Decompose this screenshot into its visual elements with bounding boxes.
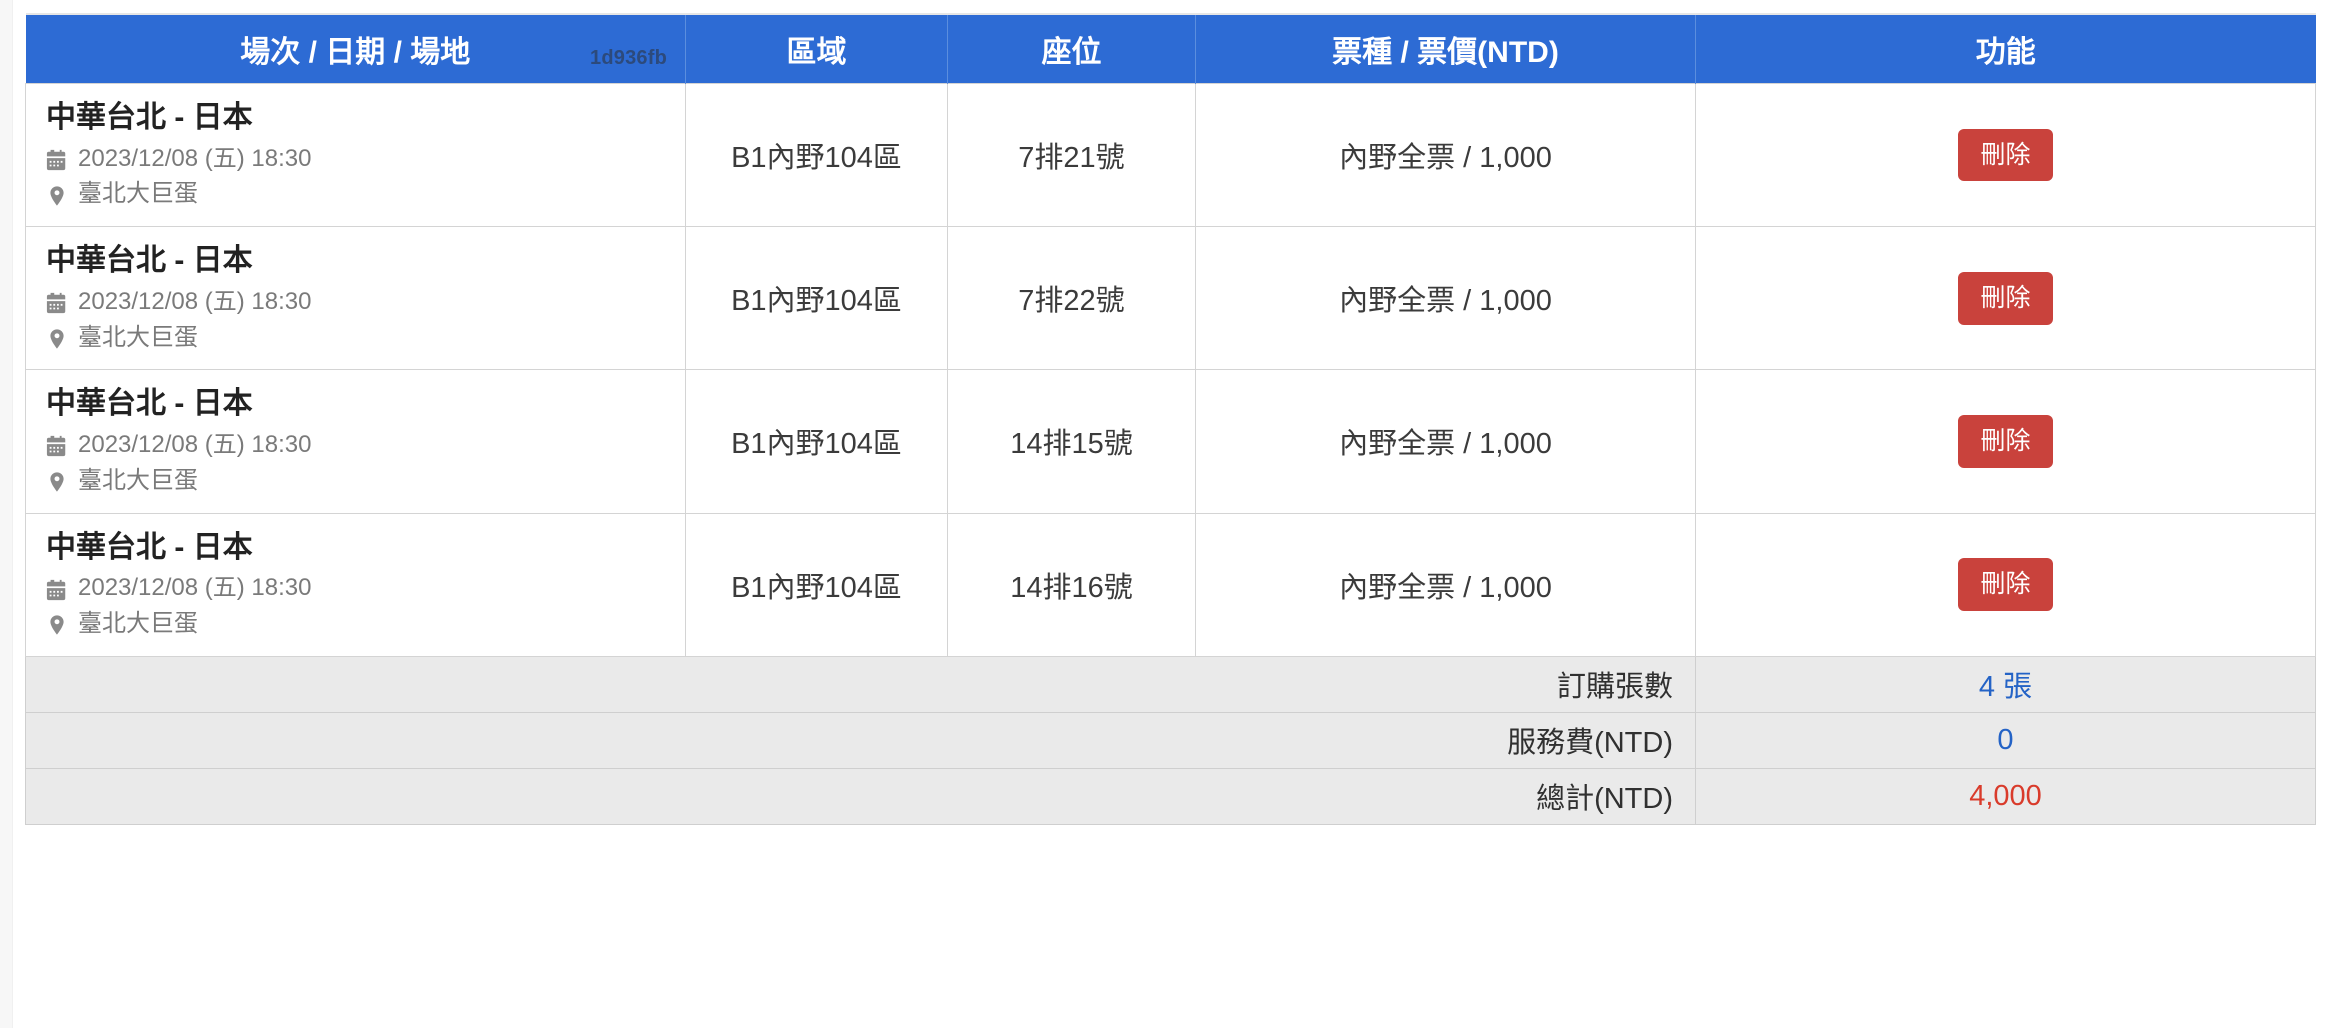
table-header-row: 場次 / 日期 / 場地 1d936fb 區域 座位 票種 / 票價(NTD) … — [25, 13, 2316, 84]
table-row: 中華台北 - 日本 2023/12/08 (五) 18:30 — [25, 512, 2316, 657]
cell-seat: 14排16號 — [947, 512, 1196, 657]
summary-row-total: 總計(NTD) 4,000 — [25, 767, 2316, 825]
session-venue-line: 臺北大巨蛋 — [46, 464, 685, 499]
session-date: 2023/12/08 (五) 18:30 — [78, 430, 312, 458]
cell-actions: 刪除 — [1695, 82, 2316, 228]
cell-ticket: 內野全票 / 1,000 — [1195, 226, 1696, 371]
cell-area: B1內野104區 — [685, 512, 948, 657]
column-header-session-label: 場次 / 日期 / 場地 — [240, 36, 471, 69]
cell-actions: 刪除 — [1695, 369, 2316, 514]
cell-area: B1內野104區 — [685, 369, 948, 514]
cell-ticket: 內野全票 / 1,000 — [1195, 512, 1696, 657]
map-pin-icon — [46, 185, 68, 207]
summary-label: 總計(NTD) — [25, 767, 1696, 825]
table-row: 中華台北 - 日本 2023/12/08 (五) 18:30 — [25, 369, 2316, 514]
delete-button[interactable]: 刪除 — [1958, 558, 2053, 612]
map-pin-icon — [46, 614, 68, 636]
summary-label: 訂購張數 — [25, 655, 1696, 713]
calendar-icon — [46, 292, 68, 314]
cell-actions: 刪除 — [1695, 226, 2316, 371]
session-venue-line: 臺北大巨蛋 — [46, 321, 685, 356]
cell-ticket: 內野全票 / 1,000 — [1195, 82, 1696, 228]
cell-session: 中華台北 - 日本 2023/12/08 (五) 18:30 — [25, 82, 686, 228]
session-date-line: 2023/12/08 (五) 18:30 — [46, 142, 685, 177]
delete-button[interactable]: 刪除 — [1958, 415, 2053, 468]
delete-button[interactable]: 刪除 — [1958, 271, 2053, 325]
cell-session: 中華台北 - 日本 2023/12/08 (五) 18:30 — [25, 369, 686, 514]
cell-ticket: 內野全票 / 1,000 — [1195, 369, 1696, 514]
delete-button[interactable]: 刪除 — [1958, 128, 2053, 182]
summary-value: 4,000 — [1695, 767, 2316, 825]
column-header-seat: 座位 — [947, 13, 1196, 84]
session-date-line: 2023/12/08 (五) 18:30 — [46, 571, 685, 606]
cell-area: B1內野104區 — [685, 226, 948, 371]
session-title: 中華台北 - 日本 — [46, 101, 253, 134]
cell-area: B1內野104區 — [685, 82, 948, 228]
column-header-area: 區域 — [685, 13, 948, 84]
order-hash-tag: 1d936fb — [590, 47, 667, 69]
cell-seat: 14排15號 — [947, 369, 1196, 514]
session-date: 2023/12/08 (五) 18:30 — [78, 287, 312, 315]
calendar-icon — [46, 435, 68, 457]
summary-value: 0 — [1695, 711, 2316, 769]
cell-session: 中華台北 - 日本 2023/12/08 (五) 18:30 — [25, 512, 686, 657]
cell-session: 中華台北 - 日本 2023/12/08 (五) 18:30 — [25, 226, 686, 371]
session-title: 中華台北 - 日本 — [46, 387, 253, 421]
column-header-ticket: 票種 / 票價(NTD) — [1195, 13, 1696, 84]
calendar-icon — [46, 149, 68, 171]
session-title: 中華台北 - 日本 — [46, 530, 253, 564]
column-header-session: 場次 / 日期 / 場地 1d936fb — [25, 13, 686, 84]
calendar-icon — [46, 579, 68, 601]
order-ticket-table: 場次 / 日期 / 場地 1d936fb 區域 座位 票種 / 票價(NTD) … — [25, 13, 2316, 825]
session-title: 中華台北 - 日本 — [46, 244, 253, 278]
summary-value: 4 張 — [1695, 655, 2316, 713]
session-date: 2023/12/08 (五) 18:30 — [78, 144, 312, 172]
map-pin-icon — [46, 471, 68, 493]
session-date-line: 2023/12/08 (五) 18:30 — [46, 428, 685, 463]
session-venue: 臺北大巨蛋 — [78, 609, 198, 637]
order-table-container: 場次 / 日期 / 場地 1d936fb 區域 座位 票種 / 票價(NTD) … — [25, 13, 2316, 825]
session-date-line: 2023/12/08 (五) 18:30 — [46, 285, 685, 320]
session-date: 2023/12/08 (五) 18:30 — [78, 574, 312, 602]
table-row: 中華台北 - 日本 2023/12/08 (五) 18:30 — [25, 226, 2316, 371]
column-header-actions: 功能 — [1695, 13, 2316, 84]
table-header: 場次 / 日期 / 場地 1d936fb 區域 座位 票種 / 票價(NTD) … — [25, 13, 2316, 84]
session-venue: 臺北大巨蛋 — [78, 323, 198, 351]
session-venue-line: 臺北大巨蛋 — [46, 177, 685, 212]
summary-row-ticket-count: 訂購張數 4 張 — [25, 655, 2316, 713]
session-venue: 臺北大巨蛋 — [78, 180, 198, 208]
summary-row-service-fee: 服務費(NTD) 0 — [25, 711, 2316, 769]
cell-actions: 刪除 — [1695, 512, 2316, 657]
summary-label: 服務費(NTD) — [25, 711, 1696, 769]
page-left-gutter — [0, 0, 13, 1028]
cell-seat: 7排21號 — [947, 82, 1196, 228]
session-venue: 臺北大巨蛋 — [78, 466, 198, 494]
map-pin-icon — [46, 328, 68, 350]
cell-seat: 7排22號 — [947, 226, 1196, 371]
table-row: 中華台北 - 日本 2023/12/08 (五) 18:30 — [25, 82, 2316, 228]
session-venue-line: 臺北大巨蛋 — [46, 607, 685, 642]
table-body: 中華台北 - 日本 2023/12/08 (五) 18:30 — [25, 82, 2316, 825]
